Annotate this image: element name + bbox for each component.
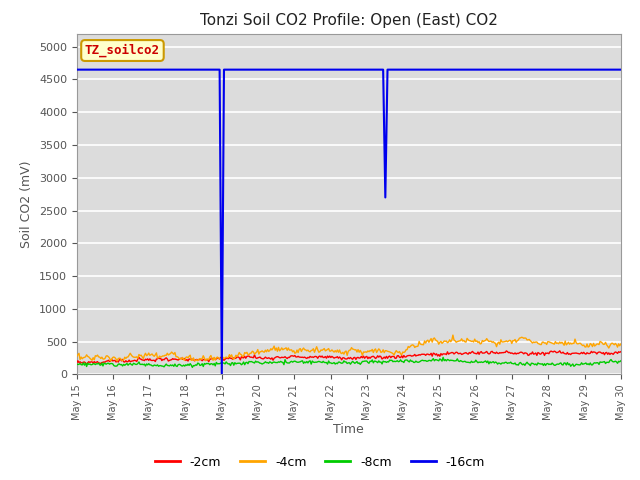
Text: TZ_soilco2: TZ_soilco2: [85, 44, 160, 57]
X-axis label: Time: Time: [333, 423, 364, 436]
Y-axis label: Soil CO2 (mV): Soil CO2 (mV): [20, 160, 33, 248]
Legend: -2cm, -4cm, -8cm, -16cm: -2cm, -4cm, -8cm, -16cm: [150, 451, 490, 474]
Title: Tonzi Soil CO2 Profile: Open (East) CO2: Tonzi Soil CO2 Profile: Open (East) CO2: [200, 13, 498, 28]
